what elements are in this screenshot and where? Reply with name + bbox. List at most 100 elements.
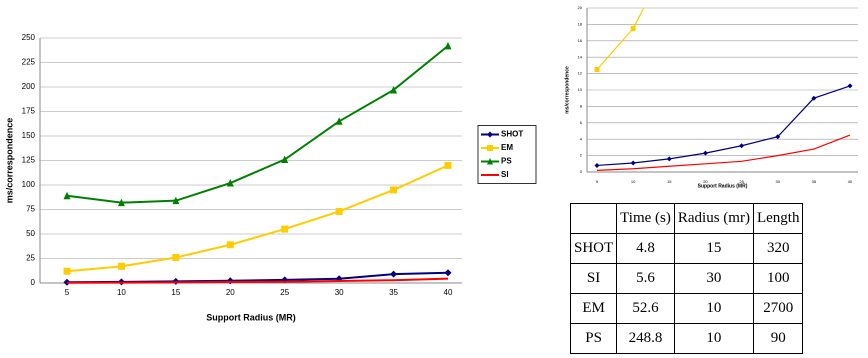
y-tick-label: 20 bbox=[578, 5, 583, 10]
x-tick-label: 20 bbox=[226, 288, 235, 297]
y-tick-label: 8 bbox=[580, 103, 583, 108]
x-tick-label: 40 bbox=[444, 288, 453, 297]
marker bbox=[594, 67, 600, 72]
table-cell: 30 bbox=[673, 263, 754, 294]
y-tick-label: 125 bbox=[22, 156, 36, 165]
marker bbox=[226, 241, 234, 249]
x-tick-label: 35 bbox=[389, 288, 398, 297]
y-tick-label: 200 bbox=[22, 82, 36, 91]
column-header: Time (s) bbox=[616, 203, 675, 234]
marker bbox=[444, 161, 452, 169]
x-tick-label: 15 bbox=[171, 288, 180, 297]
y-tick-label: 4 bbox=[580, 136, 583, 141]
table-cell: 10 bbox=[673, 293, 754, 324]
legend-label: PS bbox=[501, 157, 512, 166]
x-axis-title: Support Radius (MR) bbox=[206, 312, 296, 322]
plot-area bbox=[594, 8, 853, 171]
marker bbox=[666, 156, 672, 162]
y-tick-label: 12 bbox=[578, 71, 583, 76]
y-tick-label: 2 bbox=[580, 153, 583, 158]
y-tick-label: 175 bbox=[22, 107, 36, 116]
series-line bbox=[596, 8, 645, 70]
marker bbox=[390, 270, 398, 278]
row-header: SI bbox=[569, 263, 618, 294]
x-tick-label: 15 bbox=[667, 179, 672, 184]
marker bbox=[444, 269, 452, 277]
marker bbox=[594, 162, 600, 168]
y-tick-label: 18 bbox=[578, 21, 583, 26]
row-header: EM bbox=[569, 293, 618, 324]
marker bbox=[847, 83, 853, 89]
marker bbox=[739, 143, 745, 149]
y-tick-label: 25 bbox=[26, 254, 35, 263]
y-tick-label: 16 bbox=[578, 38, 583, 43]
table-cell: 52.6 bbox=[616, 293, 675, 324]
table-cell: 100 bbox=[752, 263, 804, 294]
marker bbox=[630, 160, 636, 166]
marker bbox=[117, 262, 125, 270]
y-tick-label: 0 bbox=[31, 278, 36, 287]
marker bbox=[444, 41, 452, 50]
marker bbox=[226, 179, 234, 187]
table-row: SI 5.6 30 100 bbox=[569, 263, 804, 294]
marker bbox=[775, 134, 781, 140]
y-tick-label: 6 bbox=[580, 120, 583, 125]
table-cell: 15 bbox=[673, 233, 754, 264]
table-row: Time (s) Radius (mr) Length bbox=[569, 203, 804, 234]
series-line bbox=[596, 134, 851, 171]
marker bbox=[117, 198, 125, 207]
corner-cell bbox=[569, 203, 618, 234]
legend-label: SI bbox=[501, 170, 509, 179]
y-tick-label: 50 bbox=[26, 229, 35, 238]
x-tick-label: 10 bbox=[631, 179, 636, 184]
column-header: Length bbox=[752, 203, 804, 234]
table-cell: 248.8 bbox=[616, 323, 675, 354]
marker bbox=[281, 155, 289, 164]
table-cell: 320 bbox=[752, 233, 804, 264]
marker bbox=[172, 196, 180, 205]
x-tick-label: 5 bbox=[596, 179, 599, 184]
marker bbox=[281, 225, 289, 233]
plot-area bbox=[63, 41, 452, 286]
x-tick-label: 20 bbox=[703, 179, 708, 184]
x-tick-label: 30 bbox=[335, 288, 344, 297]
row-header: SHOT bbox=[569, 233, 618, 264]
marker bbox=[63, 191, 71, 200]
legend-marker bbox=[487, 158, 493, 165]
legend-label: SHOT bbox=[501, 130, 523, 139]
x-tick-label: 5 bbox=[65, 288, 70, 297]
table-row: PS 248.8 10 90 bbox=[569, 323, 804, 354]
marker bbox=[630, 26, 636, 31]
row-header: PS bbox=[569, 323, 618, 354]
column-header: Radius (mr) bbox=[673, 203, 754, 234]
results-table: Time (s) Radius (mr) Length SHOT 4.8 15 320 SI 5… bbox=[569, 203, 804, 354]
marker bbox=[335, 117, 343, 125]
marker bbox=[811, 95, 817, 101]
y-tick-label: 225 bbox=[22, 58, 36, 67]
marker bbox=[702, 150, 708, 156]
legend-marker bbox=[487, 131, 493, 138]
y-tick-label: 75 bbox=[26, 205, 35, 214]
marker bbox=[172, 254, 180, 262]
table-row: EM 52.6 10 2700 bbox=[569, 293, 804, 324]
y-tick-label: 14 bbox=[578, 54, 583, 59]
x-tick-label: 40 bbox=[848, 179, 853, 184]
legend-marker bbox=[487, 145, 493, 151]
legend-label: EM bbox=[501, 143, 513, 152]
marker bbox=[390, 85, 398, 94]
x-tick-label: 10 bbox=[117, 288, 126, 297]
series-line bbox=[66, 164, 449, 273]
y-tick-label: 10 bbox=[578, 87, 583, 92]
x-tick-label: 35 bbox=[812, 179, 817, 184]
series-line bbox=[66, 277, 449, 284]
y-tick-label: 250 bbox=[22, 33, 36, 42]
series-line bbox=[66, 45, 449, 204]
table-cell: 90 bbox=[752, 323, 804, 354]
y-tick-label: 0 bbox=[580, 169, 583, 174]
series-line bbox=[596, 85, 851, 167]
y-axis-title: ms/correspondence bbox=[4, 118, 14, 204]
y-tick-label: 100 bbox=[22, 180, 36, 189]
marker bbox=[63, 267, 71, 275]
table-row: SHOT 4.8 15 320 bbox=[569, 233, 804, 264]
